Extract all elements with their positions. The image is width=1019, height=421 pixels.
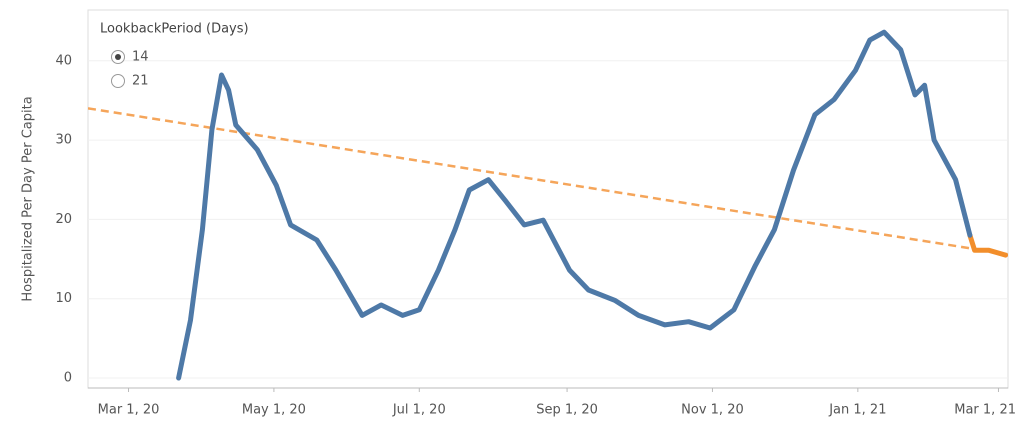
x-tick-label: May 1, 20 [242, 403, 306, 418]
x-tick-label: Jan 1, 21 [828, 403, 886, 418]
radio-dot [115, 54, 121, 60]
parameter-control: LookbackPeriod (Days) 14 21 [100, 22, 249, 89]
x-tick-label: Sep 1, 20 [536, 403, 598, 418]
x-tick-label: Nov 1, 20 [681, 403, 744, 418]
legend-title: LookbackPeriod (Days) [100, 22, 249, 37]
y-tick-label: 0 [64, 371, 72, 386]
radio-label[interactable]: 14 [132, 50, 149, 65]
y-tick-label: 20 [55, 212, 72, 227]
radio-label[interactable]: 21 [132, 74, 149, 89]
x-tick-label: Mar 1, 20 [98, 403, 160, 418]
radio-button[interactable] [111, 74, 125, 88]
y-tick-label: 10 [55, 291, 72, 306]
x-tick-label: Mar 1, 21 [954, 403, 1016, 418]
x-tick-label: Jul 1, 20 [392, 403, 446, 418]
series-line [967, 232, 1008, 258]
y-tick-label: 30 [55, 133, 72, 148]
y-axis-label: Hospitalized Per Day Per Capita [21, 96, 36, 301]
series-line [176, 29, 973, 381]
y-tick-label: 40 [55, 53, 72, 68]
